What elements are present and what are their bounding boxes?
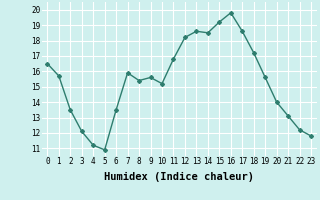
X-axis label: Humidex (Indice chaleur): Humidex (Indice chaleur) (104, 172, 254, 182)
